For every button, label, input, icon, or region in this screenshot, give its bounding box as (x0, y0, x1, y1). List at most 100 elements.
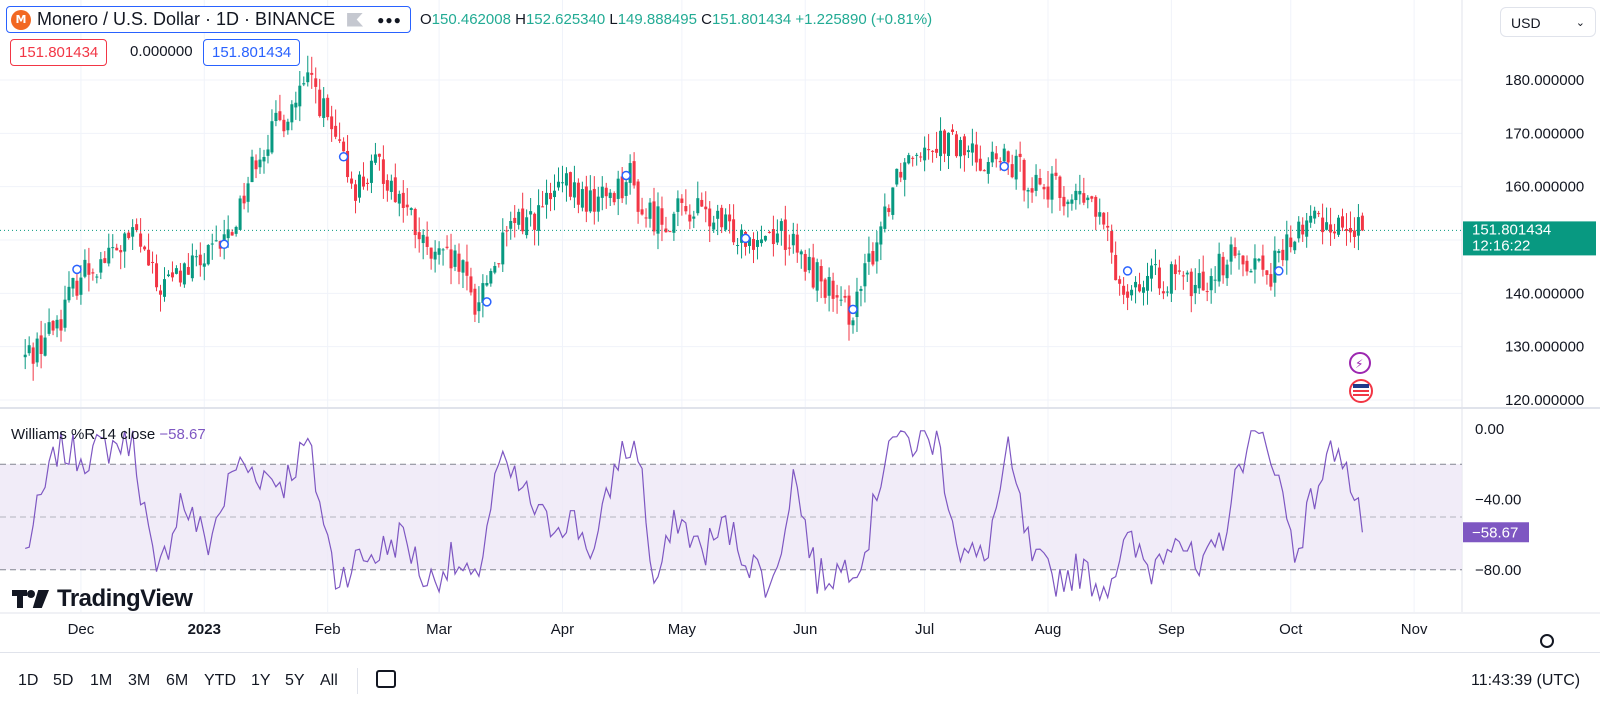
candle-body (1042, 186, 1046, 190)
candle-body (1090, 196, 1094, 199)
candle-body (75, 280, 79, 296)
candle-body (103, 258, 107, 263)
high-value: 152.625340 (525, 11, 606, 28)
candle-body (751, 238, 755, 250)
more-icon[interactable]: ●●● (377, 12, 402, 27)
range-1d-button[interactable]: 1D (18, 672, 39, 689)
candle-body (469, 276, 473, 293)
wr-value-badge-label: −58.67 (1472, 524, 1518, 541)
range-5y-button[interactable]: 5Y (285, 672, 305, 689)
tradingview-mark-icon (12, 588, 50, 610)
williams-r-legend[interactable]: Williams %R 14 close −58.67 (11, 426, 206, 443)
currency-select[interactable]: USD ⌄ (1500, 7, 1596, 37)
candle-body (83, 259, 87, 277)
candle-body (1237, 253, 1241, 255)
candle-body (346, 150, 350, 178)
candle-body (1102, 212, 1106, 225)
candle-body (135, 224, 139, 231)
candle-body (1026, 190, 1030, 192)
candle-body (270, 121, 274, 153)
candle-body (644, 217, 648, 219)
candle-body (1333, 231, 1337, 234)
candle-body (1134, 281, 1138, 288)
candle-body (178, 270, 182, 283)
range-6m-button[interactable]: 6M (166, 672, 189, 689)
calendar-icon[interactable] (376, 670, 396, 688)
candle-body (564, 173, 568, 186)
wr-tick-label: −80.00 (1475, 562, 1521, 579)
candle-body (250, 156, 254, 183)
candle-body (935, 148, 939, 153)
candle-body (477, 302, 481, 312)
range-5d-button[interactable]: 5D (53, 672, 74, 689)
candle-body (306, 72, 310, 83)
candle-body (155, 263, 159, 288)
candle-body (1034, 174, 1038, 191)
time-axis-label: Dec (68, 621, 95, 638)
event-marker (72, 264, 82, 275)
tradingview-wordmark: TradingView (57, 585, 193, 612)
range-ytd-button[interactable]: YTD (204, 672, 236, 689)
indicator-value: −58.67 (159, 426, 206, 443)
candle-body (1289, 237, 1293, 248)
change-value: +1.225890 (+0.81%) (795, 11, 933, 28)
candle-body (1213, 279, 1217, 281)
open-value: 150.462008 (431, 11, 511, 28)
candle-body (489, 270, 493, 284)
candle-body (556, 181, 560, 188)
candle-body (767, 231, 771, 233)
candle-body (692, 216, 696, 219)
candle-body (43, 337, 47, 356)
candle-body (596, 196, 600, 212)
flag-icon[interactable] (347, 12, 364, 27)
event-marker (1122, 266, 1133, 276)
tradingview-logo[interactable]: TradingView (12, 585, 193, 613)
range-1y-button[interactable]: 1Y (251, 672, 271, 689)
candle-body (537, 205, 541, 231)
candle-body (238, 198, 242, 230)
candle-body (978, 158, 982, 171)
candle-body (1038, 177, 1042, 185)
candle-body (1138, 284, 1142, 292)
bottom-toolbar (0, 652, 1600, 704)
symbol-header[interactable]: M Monero / U.S. Dollar · 1D · BINANCE ●●… (6, 6, 411, 33)
candle-body (226, 229, 230, 239)
candle-body (1229, 244, 1233, 262)
candle-body (91, 272, 95, 274)
candle-body (461, 260, 465, 273)
candle-body (214, 240, 218, 242)
range-1m-button[interactable]: 1M (90, 672, 113, 689)
candle-body (521, 208, 525, 232)
time-axis-label: Aug (1035, 621, 1062, 638)
candle-body (377, 153, 381, 157)
candle-body (580, 189, 584, 208)
candle-body (1010, 164, 1014, 178)
candle-body (127, 232, 131, 239)
candle-body (1233, 247, 1237, 256)
candle-body (310, 72, 314, 75)
gear-icon[interactable] (1540, 634, 1554, 648)
candle-body (839, 299, 843, 301)
candle-body (863, 263, 867, 287)
range-3m-button[interactable]: 3M (128, 672, 151, 689)
candle-body (194, 256, 198, 258)
candle-body (1277, 250, 1281, 254)
range-all-button[interactable]: All (320, 672, 338, 689)
candle-body (855, 291, 859, 318)
candle-body (553, 190, 557, 198)
candle-body (684, 206, 688, 212)
candle-body (59, 319, 63, 331)
candle-body (716, 210, 720, 219)
candle-body (1197, 273, 1201, 289)
candle-body (1157, 267, 1161, 289)
utc-clock[interactable]: 11:43:39 (UTC) (1471, 672, 1581, 689)
candle-body (1086, 197, 1090, 201)
candle-body (326, 97, 330, 118)
monero-logo-icon: M (11, 9, 31, 30)
candle-body (190, 255, 194, 279)
candle-body (246, 183, 250, 202)
candle-body (143, 246, 147, 250)
candle-body (600, 186, 604, 198)
candle-body (871, 251, 875, 265)
